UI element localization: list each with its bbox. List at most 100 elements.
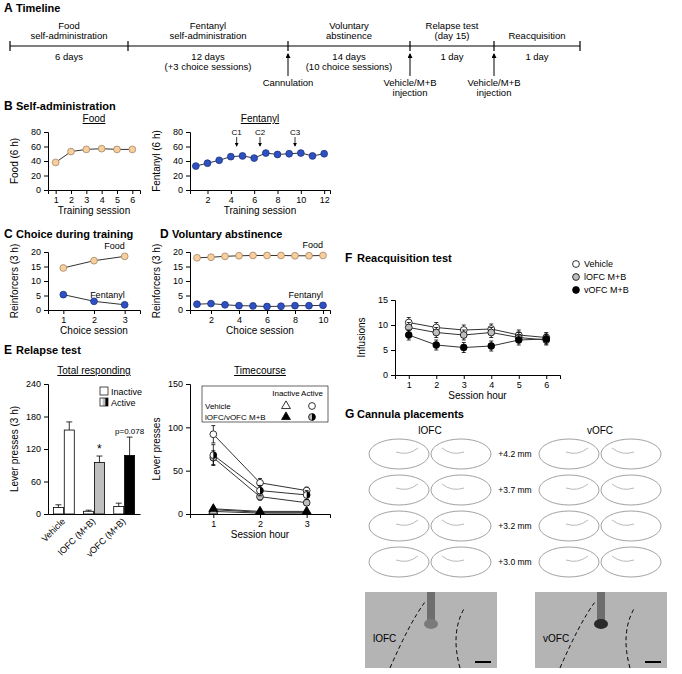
tick-mark xyxy=(295,310,296,314)
panel-title: Self-administration xyxy=(16,100,116,112)
tick-label: 60 xyxy=(31,142,41,152)
tick-mark xyxy=(44,449,48,450)
tick: 5 xyxy=(517,375,522,390)
region-boundary xyxy=(456,607,465,668)
tick: 10 xyxy=(31,276,48,286)
tick-mark xyxy=(307,514,308,518)
tick-mark xyxy=(117,190,118,194)
data-point xyxy=(129,146,136,153)
data-point xyxy=(292,252,299,259)
tick: 5 xyxy=(115,190,120,205)
tick-mark xyxy=(491,375,492,379)
tick-mark xyxy=(186,514,190,515)
tick-mark xyxy=(267,310,268,314)
data-point xyxy=(320,302,327,309)
panel-title: Reacquisition test xyxy=(357,252,452,264)
level-label: +4.2 mm xyxy=(498,449,531,459)
tick: 0 xyxy=(36,305,48,315)
section-detail xyxy=(442,484,464,489)
panel-letter: B xyxy=(4,99,13,113)
tick: 60 xyxy=(173,142,190,152)
legend-marker xyxy=(312,414,315,421)
error-cap xyxy=(305,499,309,500)
tick-label: 3 xyxy=(123,315,128,325)
tick: 6 xyxy=(252,190,257,205)
error-cap xyxy=(544,332,548,333)
series-line xyxy=(63,256,124,268)
tick: 80 xyxy=(173,127,190,137)
timeline-tick xyxy=(409,41,410,51)
section-outline xyxy=(431,547,491,577)
error-bar xyxy=(99,456,100,463)
tick-mark xyxy=(301,190,302,194)
tick-mark xyxy=(56,190,57,194)
panel-title: Timeline xyxy=(16,2,60,14)
tick: 0 xyxy=(178,305,190,315)
data-point xyxy=(292,302,299,309)
tick: 10 xyxy=(378,320,395,330)
tick-label: 5 xyxy=(517,380,522,390)
tick-mark xyxy=(44,281,48,282)
tick-label: 10 xyxy=(31,276,41,286)
tick-mark xyxy=(63,310,64,314)
axis-line xyxy=(191,191,331,195)
tick-label: 240 xyxy=(26,379,41,389)
event-label: Cannulation xyxy=(263,77,314,88)
y-axis-title: Reinforcers (3 h) xyxy=(151,244,162,318)
tick-label: 0 xyxy=(36,185,41,195)
tick-label: 5 xyxy=(115,195,120,205)
data-point xyxy=(204,160,211,167)
bar xyxy=(64,430,74,514)
axis-line xyxy=(396,376,561,380)
tick-label: 15 xyxy=(173,262,183,272)
axis-line xyxy=(44,253,49,311)
legend-header: Active xyxy=(301,389,323,398)
tick-mark xyxy=(391,350,395,351)
data-point xyxy=(488,343,495,350)
panel-letter: D xyxy=(160,227,169,241)
tick-mark xyxy=(186,281,190,282)
section-detail xyxy=(566,484,588,489)
tick-label: 0 xyxy=(178,185,183,195)
error-cap xyxy=(434,350,438,351)
data-point xyxy=(60,291,67,298)
data-point xyxy=(488,329,495,336)
annotation: C2 xyxy=(255,128,266,137)
data-point xyxy=(303,499,310,506)
histology-photo xyxy=(535,592,667,668)
tick: 4 xyxy=(229,190,234,205)
data-point xyxy=(262,150,269,157)
axis-line xyxy=(49,514,141,515)
tick-label: 10 xyxy=(173,276,183,286)
data-point xyxy=(250,303,257,310)
tick-mark xyxy=(44,417,48,418)
tick-label: 1 xyxy=(211,519,216,529)
annotation: * xyxy=(97,442,102,456)
data-point xyxy=(210,452,217,459)
legend-marker xyxy=(573,261,580,268)
error-cap xyxy=(489,341,493,342)
tick-label: 5 xyxy=(178,291,183,301)
tick-label: 0 xyxy=(383,370,388,380)
y-axis-title: Reinforcers (3 h) xyxy=(9,244,20,318)
tick-mark xyxy=(186,471,190,472)
error-cap xyxy=(489,337,493,338)
tick: 2 xyxy=(434,375,439,390)
section-outline xyxy=(369,439,429,469)
axis-line xyxy=(186,133,191,191)
tick-label: 15 xyxy=(378,295,388,305)
phase-duration: (10 choice sessions) xyxy=(306,61,393,72)
section-detail xyxy=(566,556,588,561)
legend-swatch xyxy=(103,398,106,406)
panel-letter: A xyxy=(4,1,13,15)
tick-label: 20 xyxy=(31,247,41,257)
data-point xyxy=(256,507,265,514)
tick-label: 4 xyxy=(100,195,105,205)
tick: 8 xyxy=(275,190,280,205)
section-outline xyxy=(601,439,661,469)
chart-title: Timecourse xyxy=(234,365,286,376)
tick-label: 8 xyxy=(275,195,280,205)
annotation-arrow xyxy=(295,137,296,146)
cannula-track xyxy=(427,592,435,622)
tick-mark xyxy=(186,190,190,191)
